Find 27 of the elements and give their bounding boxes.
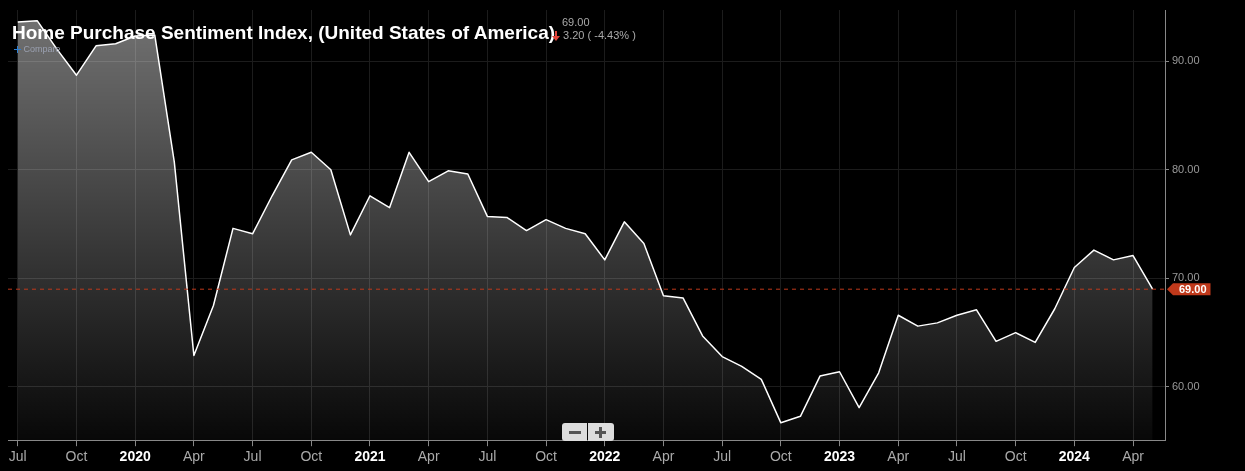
x-tick-label: Apr: [887, 448, 910, 465]
annotation: 3.20 ( -4.43% ): [563, 29, 636, 41]
x-tick-label: Jul: [478, 448, 497, 465]
x-tick-label: Oct: [769, 448, 792, 465]
x-tick-label: Jul: [713, 448, 732, 465]
x-tick-label: 2022: [589, 448, 621, 465]
x-tick-label: Oct: [535, 448, 558, 465]
ref-line-label: 69.00: [1179, 283, 1207, 296]
y-tick-label: 70.00: [1172, 271, 1200, 284]
annotation: 69.00: [562, 16, 591, 29]
x-tick-label: Oct: [65, 448, 88, 465]
x-tick-label: 2023: [823, 448, 856, 465]
y-tick-label: 80.00: [1172, 162, 1200, 175]
x-tick-label: 2021: [354, 448, 386, 465]
x-tick-label: Jul: [948, 448, 966, 465]
x-tick-label: Jul: [8, 448, 27, 465]
x-tick-label: Apr: [182, 448, 206, 465]
x-tick-label: 2024: [1058, 448, 1091, 465]
x-tick-label: Oct: [1004, 448, 1027, 465]
x-tick-label: Apr: [652, 448, 675, 465]
x-tick-label: 2020: [119, 448, 151, 465]
x-tick-label: Apr: [417, 448, 440, 465]
x-tick-label: Apr: [1122, 448, 1145, 465]
x-tick-label: Oct: [300, 448, 323, 465]
x-tick-label: Jul: [243, 448, 262, 465]
y-tick-label: 60.00: [1172, 380, 1200, 392]
y-tick-label: 90.00: [1172, 54, 1200, 67]
